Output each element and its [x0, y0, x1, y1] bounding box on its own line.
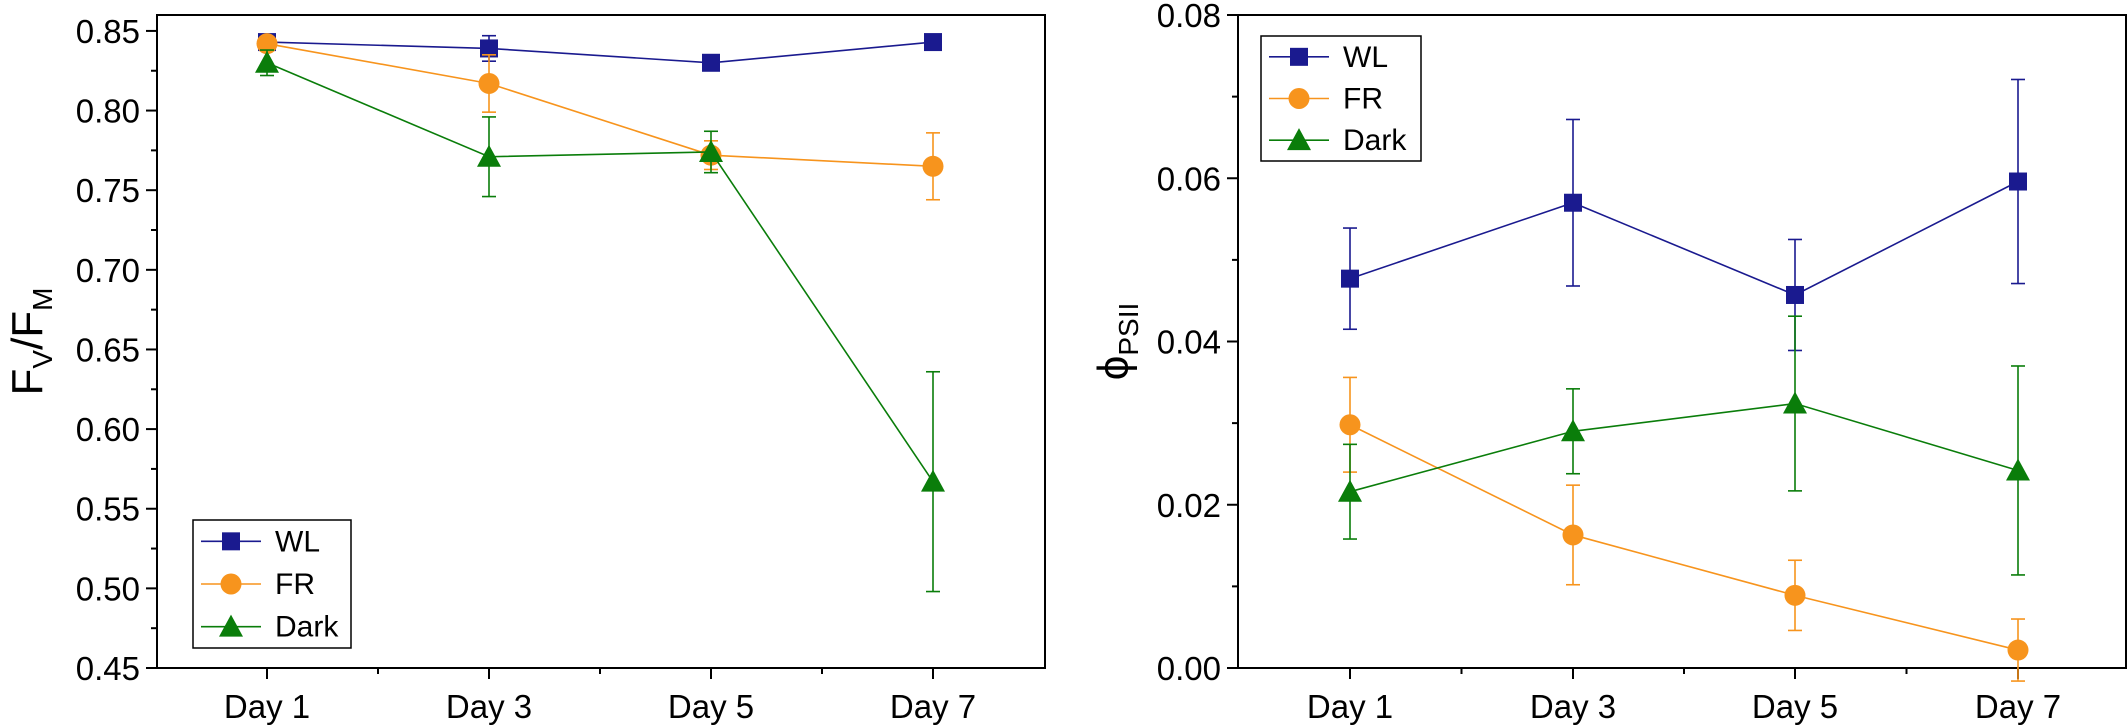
data-point — [1338, 479, 1362, 502]
data-point — [256, 33, 278, 55]
x-tick-label: Day 7 — [890, 688, 976, 725]
x-tick-label: Day 1 — [224, 688, 310, 725]
legend-label: FR — [1343, 83, 1383, 116]
phipsii-chart: 0.00 0.02 0.04 0.06 0.08 Day 1 Day 3 Day 5 Day 7… — [1089, 0, 2127, 725]
legend-label: Dark — [1343, 124, 1407, 157]
fvfm-chart: 0.45 0.50 0.55 0.60 0.65 0.70 0.75 0.80 0.85 Day … — [3, 13, 1046, 725]
series-line — [1349, 402, 2019, 493]
legend-label: FR — [275, 568, 315, 601]
x-tick-label: Day 5 — [1752, 688, 1838, 725]
y-axis-title: ϕPSII — [1089, 303, 1144, 381]
data-point — [480, 39, 498, 58]
data-point — [921, 469, 945, 492]
data-point — [478, 72, 500, 94]
y-tick-label: 0.75 — [76, 172, 140, 209]
data-point — [922, 155, 944, 177]
data-point — [477, 144, 501, 167]
data-point — [1561, 419, 1585, 442]
data-point — [1786, 285, 1804, 304]
legend: WL FR Dark — [1260, 35, 1422, 162]
y-tick-label: 0.70 — [76, 252, 140, 289]
y-tick-label: 0.65 — [76, 331, 140, 368]
x-tick-label: Day 3 — [1530, 688, 1616, 725]
y-tick-label: 0.80 — [76, 93, 140, 130]
data-point — [699, 139, 723, 162]
data-point — [924, 33, 942, 52]
y-tick-label: 0.60 — [76, 411, 140, 448]
legend: WL FR Dark — [192, 519, 352, 649]
data-point — [2007, 639, 2029, 661]
y-tick-label: 0.55 — [76, 491, 140, 528]
legend-label: WL — [275, 525, 320, 558]
data-point — [2009, 172, 2027, 191]
y-tick-label: 0.45 — [76, 650, 140, 687]
data-point — [255, 50, 279, 73]
data-point — [2006, 458, 2030, 481]
data-point — [1562, 524, 1584, 546]
y-tick-label: 0.85 — [76, 13, 140, 50]
series-line — [1349, 180, 2019, 296]
legend-marker — [219, 614, 243, 637]
series-line — [266, 62, 934, 483]
legend-marker — [1287, 128, 1311, 151]
series-line — [266, 42, 934, 168]
data-point — [1341, 269, 1359, 288]
y-tick-label: 0.02 — [1157, 487, 1221, 524]
legend-marker — [220, 573, 242, 595]
data-point — [1783, 391, 1807, 414]
data-point — [702, 53, 720, 72]
data-point — [1784, 584, 1806, 606]
data-point — [1564, 193, 1582, 212]
x-tick-label: Day 1 — [1307, 688, 1393, 725]
data-point — [1339, 414, 1361, 436]
y-tick-label: 0.06 — [1157, 160, 1221, 197]
legend-marker — [1290, 47, 1308, 66]
legend-marker — [222, 532, 240, 551]
legend-label: Dark — [275, 611, 339, 644]
series-line — [266, 41, 934, 64]
legend-marker — [1288, 88, 1310, 109]
y-tick-label: 0.00 — [1157, 650, 1221, 687]
y-axis-title: FV/FM — [3, 287, 58, 395]
x-tick-label: Day 5 — [668, 688, 754, 725]
series-line — [1349, 424, 2019, 651]
y-tick-label: 0.50 — [76, 570, 140, 607]
y-tick-label: 0.08 — [1157, 0, 1221, 34]
y-tick-label: 0.04 — [1157, 324, 1221, 361]
legend-label: WL — [1343, 41, 1388, 74]
x-tick-label: Day 7 — [1975, 688, 2061, 725]
x-tick-label: Day 3 — [446, 688, 532, 725]
